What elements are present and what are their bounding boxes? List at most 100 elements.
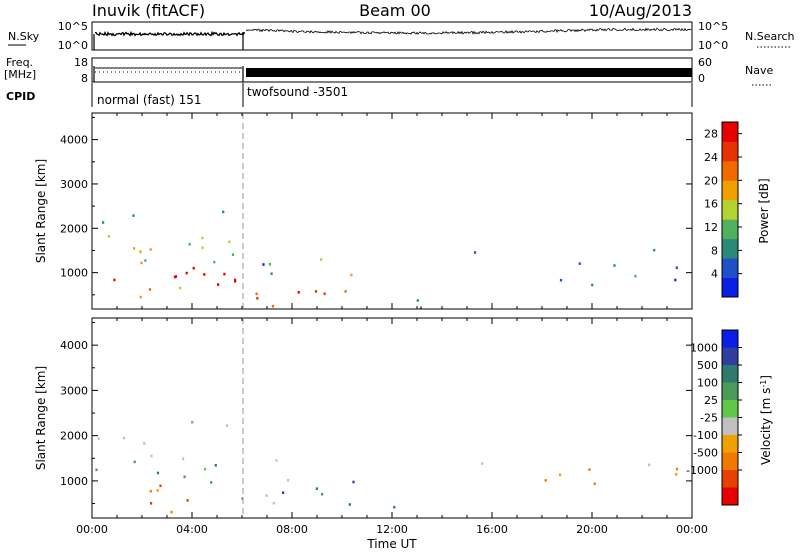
cpid-mode-normal: normal (fast) 151: [97, 93, 201, 107]
velocity-ytick-label: 2000: [60, 430, 88, 443]
power-echo-cell: [262, 263, 265, 266]
power-echo-cell: [653, 248, 656, 252]
velocity-colorbar-tick-label: -500: [693, 447, 718, 460]
power-echo-cell: [559, 278, 563, 282]
power-echo-cell: [674, 278, 677, 282]
nave-label: Nave: [745, 64, 773, 77]
power-echo-cell: [591, 283, 594, 287]
sky-strip-left-tick-top: 10^5: [58, 20, 88, 33]
power-echo-cell: [201, 236, 204, 240]
power-echo-cell: [107, 235, 110, 238]
velocity-colorbar-label-sup: -1: [759, 380, 768, 388]
velocity-echo-cell: [559, 473, 562, 477]
velocity-ylabel: Slant Range [km]: [34, 366, 48, 470]
power-echo-cell: [185, 271, 188, 275]
power-colorbar-tick-label: 16: [704, 198, 718, 211]
sky-strip: N.Sky 10^5 10^0 10^5 10^0 N.Search: [8, 20, 795, 52]
velocity-xtick-label: 12:00: [376, 523, 408, 536]
power-echo-cell: [256, 297, 259, 300]
power-echo-cell: [634, 274, 637, 278]
velocity-echo-cell: [275, 459, 278, 462]
velocity-echo-cell: [214, 464, 217, 467]
power-echo-cell: [188, 243, 191, 246]
velocity-echo-cell: [182, 457, 185, 461]
power-colorbar-swatch: [722, 122, 738, 142]
velocity-echo-cell: [352, 480, 355, 484]
power-echo-cell: [344, 290, 347, 293]
power-echo-cell: [271, 304, 274, 308]
velocity-echo-cell: [265, 494, 268, 497]
power-colorbar-tick-label: 8: [711, 244, 718, 257]
power-echo-cell: [140, 261, 143, 265]
velocity-colorbar-tick-label: -100: [693, 429, 718, 442]
velocity-echo-cell: [156, 471, 160, 475]
power-colorbar-label: Power [dB]: [757, 178, 771, 243]
power-echo-cell: [297, 291, 300, 294]
power-ytick-label: 4000: [60, 134, 88, 147]
velocity-echo-cell: [321, 492, 324, 496]
sky-strip-right-tick-top: 10^5: [698, 20, 728, 33]
power-echo-cell: [213, 260, 216, 264]
velocity-colorbar-label-main: Velocity [m s: [759, 388, 773, 465]
velocity-xlabel: Time UT: [366, 537, 417, 551]
velocity-echo-cell: [282, 491, 285, 494]
power-echo-cell: [203, 273, 206, 276]
cpid-bar: CPID normal (fast) 151 twofsound -3501: [6, 83, 693, 107]
power-echo-cell: [133, 247, 136, 250]
velocity-x-axis: 00:00 04:00 08:00 12:00 16:00 20:00 00:00: [76, 318, 708, 536]
velocity-colorbar-tick-label: 100: [697, 377, 718, 390]
velocity-xtick-label: 20:00: [576, 523, 608, 536]
power-echo-cell: [268, 262, 271, 266]
velocity-echo-cell: [156, 489, 159, 492]
freq-label: Freq.: [6, 56, 33, 69]
velocity-colorbar-label-close: ]: [759, 375, 773, 380]
power-echo-cell: [148, 288, 152, 291]
power-echo-cell: [139, 250, 142, 253]
power-x-ticks: [91, 113, 693, 309]
velocity-xtick-label: 08:00: [276, 523, 308, 536]
power-colorbar-swatch: [722, 238, 738, 259]
velocity-echo-cell: [393, 505, 396, 509]
sky-strip-left-label: N.Sky: [8, 30, 40, 43]
velocity-echo-cell: [183, 475, 186, 479]
power-colorbar-swatch: [722, 219, 738, 240]
velocity-echo-cell: [204, 467, 207, 471]
velocity-echo-cell: [593, 482, 596, 486]
power-y-axis: 1000 2000 3000 4000: [60, 116, 692, 296]
power-colorbar-swatch: [722, 258, 738, 278]
velocity-colorbar-swatch: [722, 470, 738, 488]
velocity-xtick-label: 00:00: [676, 523, 708, 536]
sky-strip-left-tick-bottom: 10^0: [58, 39, 88, 52]
velocity-colorbar: 1000 500 100 25 -25 -100 -500 -1000: [686, 329, 742, 506]
beam-title: Beam 00: [359, 1, 431, 20]
sky-strip-frame: [91, 21, 693, 51]
velocity-echo-cell: [150, 454, 153, 458]
velocity-colorbar-swatch: [722, 417, 738, 436]
velocity-xtick-label: 16:00: [476, 523, 508, 536]
power-echo-cell: [113, 278, 116, 282]
power-echo-cell: [222, 210, 225, 214]
velocity-colorbar-swatch: [722, 400, 738, 418]
power-echo-cell: [234, 279, 237, 283]
power-echo-cell: [217, 283, 220, 286]
nave-tick-top: 60: [698, 56, 712, 69]
velocity-echo-cell: [481, 462, 484, 465]
power-echo-cell: [132, 214, 135, 217]
power-scatter-data: [102, 210, 678, 310]
power-echo-cell: [192, 266, 195, 270]
velocity-echo-cell: [95, 468, 98, 472]
power-echo-cell: [323, 292, 326, 296]
velocity-colorbar-swatch: [722, 487, 738, 506]
velocity-colorbar-swatch: [722, 452, 738, 471]
power-colorbar: 4 8 12 16 20 24 28: [704, 121, 742, 298]
power-echo-cell: [144, 259, 147, 262]
power-echo-cell: [149, 248, 152, 251]
power-echo-cell: [675, 266, 678, 269]
search-count-trace: [245, 27, 692, 35]
power-echo-cell: [416, 299, 419, 302]
power-echo-cell: [228, 240, 231, 244]
power-echo-cell: [139, 295, 142, 299]
cpid-label: CPID: [6, 90, 35, 103]
power-colorbar-tick-label: 12: [704, 221, 718, 234]
velocity-echo-cell: [97, 437, 100, 440]
